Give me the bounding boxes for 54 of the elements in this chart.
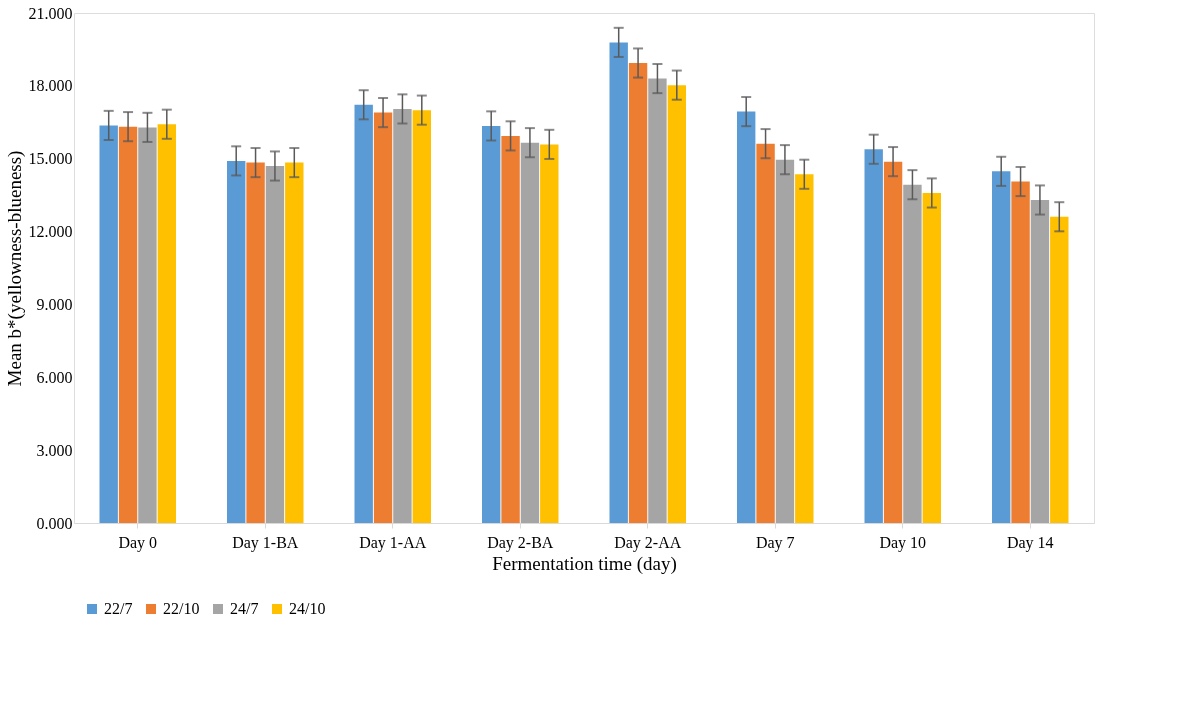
bar — [628, 63, 648, 523]
y-axis-title: Mean b*(yellowness-blueness) — [3, 150, 26, 387]
bar — [373, 112, 393, 523]
bar — [138, 127, 157, 523]
y-tick-label: 6.000 — [36, 368, 73, 386]
y-tick-label: 12.000 — [28, 223, 73, 241]
legend-label: 24/7 — [230, 600, 259, 617]
bar — [922, 192, 941, 523]
bar — [501, 135, 520, 523]
bar — [118, 126, 138, 523]
y-tick-label: 21.000 — [28, 4, 73, 22]
x-tick-label: Day 0 — [118, 533, 158, 552]
bar — [737, 111, 756, 523]
bar — [540, 144, 559, 523]
bar — [482, 125, 501, 523]
bar — [157, 124, 176, 523]
y-tick-label: 18.000 — [28, 77, 73, 95]
bar — [795, 174, 814, 523]
x-tick-label: Day 14 — [1006, 533, 1054, 552]
x-tick-label: Day 1-BA — [232, 533, 299, 552]
bar — [412, 110, 431, 523]
bar — [864, 149, 883, 523]
bar — [393, 108, 412, 523]
bar — [648, 78, 667, 523]
bar — [285, 162, 304, 523]
x-tick-label: Day 1-AA — [359, 533, 427, 552]
bar — [903, 184, 922, 523]
bar — [756, 143, 775, 523]
y-tick-label: 0.000 — [36, 514, 73, 532]
bar — [1011, 181, 1030, 523]
legend-label: 22/10 — [163, 600, 200, 617]
x-tick-label: Day 2-BA — [487, 533, 554, 552]
bar — [609, 42, 628, 523]
bar — [775, 159, 795, 523]
x-tick-label: Day 7 — [755, 533, 795, 552]
bar — [227, 160, 246, 523]
bar — [883, 161, 903, 523]
x-axis-title: Fermentation time (day) — [492, 552, 677, 575]
bar — [1030, 200, 1050, 523]
bar — [354, 104, 373, 523]
bar — [520, 142, 540, 523]
bar — [992, 171, 1011, 523]
bar — [99, 125, 118, 523]
y-tick-label: 3.000 — [36, 441, 73, 459]
bar — [1050, 216, 1069, 523]
x-tick-label: Day 10 — [879, 533, 927, 552]
bar — [246, 162, 265, 523]
legend-label: 22/7 — [104, 600, 133, 617]
bar — [265, 166, 285, 523]
x-tick-label: Day 2-AA — [614, 533, 682, 552]
y-tick-label: 9.000 — [36, 295, 73, 313]
bar — [667, 85, 686, 523]
legend-label: 24/10 — [289, 600, 326, 617]
y-tick-label: 15.000 — [28, 150, 73, 168]
